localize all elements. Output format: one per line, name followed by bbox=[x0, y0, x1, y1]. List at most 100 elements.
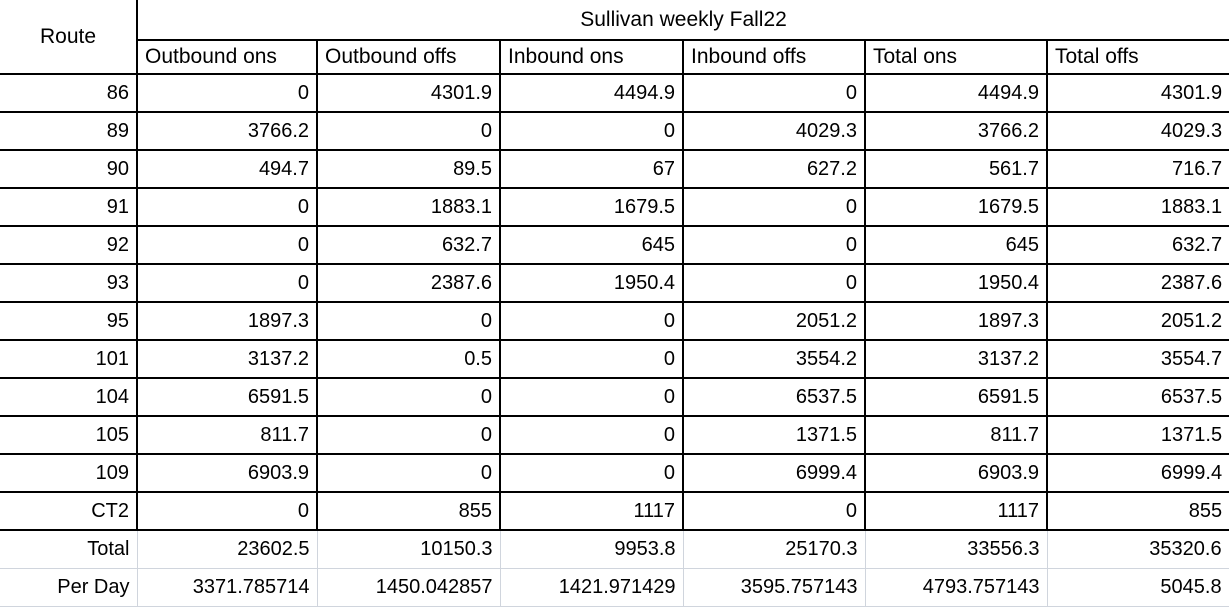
summary-value-cell[interactable]: 9953.8 bbox=[499, 529, 684, 569]
route-cell-104[interactable]: 104 bbox=[0, 377, 138, 417]
value-cell[interactable]: 4301.9 bbox=[1045, 73, 1229, 113]
value-cell[interactable]: 0 bbox=[499, 111, 684, 151]
value-cell[interactable]: 0 bbox=[136, 187, 318, 227]
route-cell-CT2[interactable]: CT2 bbox=[0, 491, 138, 531]
value-cell[interactable]: 1897.3 bbox=[864, 301, 1048, 341]
value-cell[interactable]: 4494.9 bbox=[499, 73, 684, 113]
value-cell[interactable]: 0 bbox=[682, 73, 866, 113]
summary-value-cell[interactable]: 3595.757143 bbox=[682, 567, 866, 607]
value-cell[interactable]: 0 bbox=[682, 263, 866, 303]
value-cell[interactable]: 1897.3 bbox=[136, 301, 318, 341]
summary-value-cell[interactable]: 35320.6 bbox=[1046, 529, 1229, 569]
value-cell[interactable]: 627.2 bbox=[682, 149, 866, 189]
value-cell[interactable]: 645 bbox=[864, 225, 1048, 265]
value-cell[interactable]: 6999.4 bbox=[1045, 453, 1229, 493]
value-cell[interactable]: 3766.2 bbox=[136, 111, 318, 151]
value-cell[interactable]: 1679.5 bbox=[499, 187, 684, 227]
route-cell-90[interactable]: 90 bbox=[0, 149, 138, 189]
value-cell[interactable]: 0 bbox=[316, 415, 501, 455]
summary-label-cell[interactable]: Total bbox=[0, 529, 138, 569]
value-cell[interactable]: 632.7 bbox=[316, 225, 501, 265]
value-cell[interactable]: 855 bbox=[1045, 491, 1229, 531]
value-cell[interactable]: 3137.2 bbox=[864, 339, 1048, 379]
route-cell-109[interactable]: 109 bbox=[0, 453, 138, 493]
value-cell[interactable]: 1950.4 bbox=[499, 263, 684, 303]
value-cell[interactable]: 2387.6 bbox=[316, 263, 501, 303]
value-cell[interactable]: 0 bbox=[682, 225, 866, 265]
value-cell[interactable]: 2051.2 bbox=[682, 301, 866, 341]
summary-value-cell[interactable]: 25170.3 bbox=[682, 529, 866, 569]
value-cell[interactable]: 561.7 bbox=[864, 149, 1048, 189]
route-cell-93[interactable]: 93 bbox=[0, 263, 138, 303]
value-cell[interactable]: 716.7 bbox=[1045, 149, 1229, 189]
value-cell[interactable]: 4029.3 bbox=[682, 111, 866, 151]
value-cell[interactable]: 6999.4 bbox=[682, 453, 866, 493]
value-cell[interactable]: 0 bbox=[499, 415, 684, 455]
value-cell[interactable]: 2387.6 bbox=[1045, 263, 1229, 303]
value-cell[interactable]: 1117 bbox=[864, 491, 1048, 531]
summary-value-cell[interactable]: 33556.3 bbox=[864, 529, 1048, 569]
value-cell[interactable]: 3554.2 bbox=[682, 339, 866, 379]
value-cell[interactable]: 89.5 bbox=[316, 149, 501, 189]
value-cell[interactable]: 4301.9 bbox=[316, 73, 501, 113]
summary-label-cell[interactable]: Per Day bbox=[0, 567, 138, 607]
value-cell[interactable]: 4494.9 bbox=[864, 73, 1048, 113]
value-cell[interactable]: 6537.5 bbox=[682, 377, 866, 417]
value-cell[interactable]: 6537.5 bbox=[1045, 377, 1229, 417]
summary-value-cell[interactable]: 1421.971429 bbox=[499, 567, 684, 607]
route-cell-101[interactable]: 101 bbox=[0, 339, 138, 379]
value-cell[interactable]: 0.5 bbox=[316, 339, 501, 379]
column-header-total-ons[interactable]: Total ons bbox=[864, 39, 1048, 75]
value-cell[interactable]: 1883.1 bbox=[316, 187, 501, 227]
value-cell[interactable]: 67 bbox=[499, 149, 684, 189]
value-cell[interactable]: 1950.4 bbox=[864, 263, 1048, 303]
value-cell[interactable]: 1883.1 bbox=[1045, 187, 1229, 227]
value-cell[interactable]: 3137.2 bbox=[136, 339, 318, 379]
value-cell[interactable]: 1371.5 bbox=[682, 415, 866, 455]
column-header-outbound-ons[interactable]: Outbound ons bbox=[136, 39, 318, 75]
value-cell[interactable]: 6903.9 bbox=[864, 453, 1048, 493]
value-cell[interactable]: 0 bbox=[682, 187, 866, 227]
value-cell[interactable]: 2051.2 bbox=[1045, 301, 1229, 341]
value-cell[interactable]: 0 bbox=[316, 111, 501, 151]
route-cell-95[interactable]: 95 bbox=[0, 301, 138, 341]
value-cell[interactable]: 0 bbox=[682, 491, 866, 531]
summary-value-cell[interactable]: 4793.757143 bbox=[864, 567, 1048, 607]
route-cell-86[interactable]: 86 bbox=[0, 73, 138, 113]
value-cell[interactable]: 494.7 bbox=[136, 149, 318, 189]
value-cell[interactable]: 0 bbox=[499, 377, 684, 417]
summary-value-cell[interactable]: 5045.8 bbox=[1046, 567, 1229, 607]
value-cell[interactable]: 3554.7 bbox=[1045, 339, 1229, 379]
summary-value-cell[interactable]: 1450.042857 bbox=[316, 567, 501, 607]
value-cell[interactable]: 0 bbox=[316, 301, 501, 341]
value-cell[interactable]: 6591.5 bbox=[864, 377, 1048, 417]
column-header-inbound-offs[interactable]: Inbound offs bbox=[682, 39, 866, 75]
value-cell[interactable]: 0 bbox=[136, 225, 318, 265]
route-cell-92[interactable]: 92 bbox=[0, 225, 138, 265]
route-cell-105[interactable]: 105 bbox=[0, 415, 138, 455]
value-cell[interactable]: 1371.5 bbox=[1045, 415, 1229, 455]
value-cell[interactable]: 0 bbox=[136, 263, 318, 303]
value-cell[interactable]: 632.7 bbox=[1045, 225, 1229, 265]
value-cell[interactable]: 6903.9 bbox=[136, 453, 318, 493]
value-cell[interactable]: 811.7 bbox=[136, 415, 318, 455]
value-cell[interactable]: 6591.5 bbox=[136, 377, 318, 417]
value-cell[interactable]: 0 bbox=[136, 491, 318, 531]
value-cell[interactable]: 811.7 bbox=[864, 415, 1048, 455]
value-cell[interactable]: 3766.2 bbox=[864, 111, 1048, 151]
value-cell[interactable]: 855 bbox=[316, 491, 501, 531]
summary-value-cell[interactable]: 23602.5 bbox=[136, 529, 318, 569]
value-cell[interactable]: 0 bbox=[499, 339, 684, 379]
column-header-outbound-offs[interactable]: Outbound offs bbox=[316, 39, 501, 75]
summary-value-cell[interactable]: 10150.3 bbox=[316, 529, 501, 569]
value-cell[interactable]: 0 bbox=[499, 301, 684, 341]
column-header-inbound-ons[interactable]: Inbound ons bbox=[499, 39, 684, 75]
summary-value-cell[interactable]: 3371.785714 bbox=[136, 567, 318, 607]
route-column-header[interactable]: Route bbox=[0, 0, 138, 75]
route-cell-91[interactable]: 91 bbox=[0, 187, 138, 227]
value-cell[interactable]: 0 bbox=[316, 453, 501, 493]
value-cell[interactable]: 1679.5 bbox=[864, 187, 1048, 227]
value-cell[interactable]: 1117 bbox=[499, 491, 684, 531]
column-header-total-offs[interactable]: Total offs bbox=[1045, 39, 1229, 75]
value-cell[interactable]: 0 bbox=[316, 377, 501, 417]
